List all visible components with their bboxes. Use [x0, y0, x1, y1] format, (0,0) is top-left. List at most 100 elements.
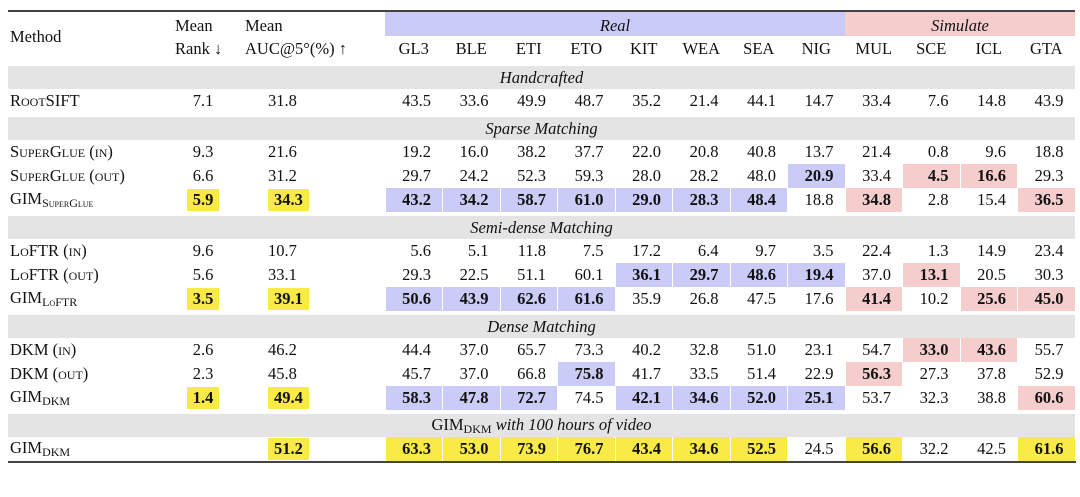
- score-kit: 17.2: [614, 239, 673, 263]
- score-eto-value: 74.5: [574, 388, 604, 407]
- group-title: Sparse Matching: [8, 113, 1075, 140]
- score-gta-value: 36.5: [1034, 190, 1064, 209]
- mean-auc-cell: 49.4: [245, 386, 385, 413]
- score-gl3-value: 43.2: [402, 190, 431, 209]
- score-gta: 45.0: [1017, 287, 1076, 314]
- score-mul: 56.3: [844, 362, 903, 386]
- score-gta: 43.9: [1017, 89, 1076, 116]
- score-ble: 24.2: [442, 164, 501, 188]
- score-sce: 1.3: [902, 239, 961, 263]
- score-wea-value: 28.2: [689, 166, 719, 185]
- score-mul-value: 33.4: [862, 91, 891, 110]
- mean-auc-cell: 51.2: [245, 437, 385, 463]
- mean-auc-cell-value: 49.4: [268, 387, 309, 409]
- score-kit-value: 40.2: [632, 340, 661, 359]
- score-gl3: 63.3: [384, 437, 443, 463]
- score-sea: 48.0: [729, 164, 788, 188]
- group-title: Semi-dense Matching: [8, 212, 1075, 239]
- score-sea: 47.5: [729, 287, 788, 314]
- score-sea: 48.6: [729, 263, 788, 287]
- score-gta-value: 43.9: [1034, 91, 1064, 110]
- score-gta-value: 23.4: [1034, 241, 1064, 260]
- score-ble-value: 16.0: [459, 142, 489, 161]
- score-gta: 30.3: [1017, 263, 1076, 287]
- score-gta-value: 29.3: [1034, 166, 1064, 185]
- group-title-prefix: GIM: [431, 414, 464, 434]
- score-kit: 28.0: [614, 164, 673, 188]
- score-eto-value: 37.7: [574, 142, 604, 161]
- score-icl: 14.8: [959, 89, 1018, 116]
- score-nig-value: 25.1: [804, 388, 834, 407]
- mean-rank-cell: 2.6: [175, 338, 245, 362]
- method-name: DKM (in): [10, 340, 77, 359]
- score-wea: 6.4: [672, 239, 731, 263]
- score-sea: 51.0: [729, 338, 788, 362]
- score-mul-value: 56.6: [862, 439, 891, 458]
- score-wea-value: 6.4: [697, 241, 719, 260]
- score-eto: 7.5: [557, 239, 616, 263]
- mean-auc-cell: 21.6: [245, 140, 385, 164]
- method-name: LoFTR (out): [10, 265, 99, 284]
- score-gl3: 45.7: [384, 362, 443, 386]
- mean-rank-cell-value: 1.4: [186, 387, 220, 409]
- score-sea: 52.0: [729, 386, 788, 413]
- score-sea-value: 48.0: [747, 166, 776, 185]
- score-ble-value: 43.9: [459, 289, 489, 308]
- score-eto-value: 59.3: [574, 166, 604, 185]
- score-sea-value: 52.0: [747, 388, 776, 407]
- header-mean-rank-2: Rank ↓: [175, 36, 245, 65]
- score-gl3: 29.7: [384, 164, 443, 188]
- method-cell: DKM (out): [8, 362, 175, 386]
- score-mul: 33.4: [844, 164, 903, 188]
- score-gl3: 43.5: [384, 89, 443, 116]
- score-eto: 61.6: [557, 287, 616, 314]
- header-dataset-ble: BLE: [442, 36, 500, 65]
- mean-rank-cell: 5.6: [175, 263, 245, 287]
- score-gta-value: 60.6: [1034, 388, 1064, 407]
- score-sce-value: 27.3: [919, 364, 949, 383]
- score-sea-value: 40.8: [747, 142, 776, 161]
- score-gta-value: 52.9: [1034, 364, 1064, 383]
- header-dataset-gta: GTA: [1017, 36, 1075, 65]
- score-icl: 15.4: [959, 188, 1018, 215]
- score-sce: 13.1: [902, 263, 961, 287]
- score-wea: 34.6: [672, 437, 731, 463]
- header-method: Method: [8, 11, 175, 65]
- mean-rank-cell: 1.4: [175, 386, 245, 413]
- score-gta: 52.9: [1017, 362, 1076, 386]
- score-mul: 33.4: [844, 89, 903, 116]
- score-ble: 37.0: [442, 338, 501, 362]
- score-kit-value: 29.0: [632, 190, 661, 209]
- score-gta: 23.4: [1017, 239, 1076, 263]
- score-sce: 27.3: [902, 362, 961, 386]
- score-wea-value: 21.4: [689, 91, 719, 110]
- score-wea: 26.8: [672, 287, 731, 314]
- score-mul: 56.6: [844, 437, 903, 463]
- score-sea-value: 48.6: [747, 265, 776, 284]
- score-ble-value: 24.2: [459, 166, 489, 185]
- header-mean-rank-1: Mean: [175, 16, 213, 35]
- score-eto-value: 61.0: [574, 190, 604, 209]
- score-eto-value: 48.7: [574, 91, 604, 110]
- header-mean-auc-2: AUC@5°(%) ↑: [245, 36, 385, 65]
- header-mean-auc-1: Mean: [245, 16, 283, 35]
- score-nig: 17.6: [787, 287, 846, 314]
- score-nig-value: 3.5: [812, 241, 834, 260]
- results-table: Method Mean Mean Real Simulate Rank ↓ AU…: [8, 10, 1076, 463]
- score-gl3-value: 29.7: [402, 166, 431, 185]
- score-eti-value: 73.9: [517, 439, 546, 458]
- mean-auc-cell-value: 46.2: [268, 340, 297, 359]
- score-sce-value: 32.2: [919, 439, 949, 458]
- score-wea-value: 34.6: [689, 439, 719, 458]
- table-row: RootSIFT 7.1 31.8 43.5 33.6 49.9 48.7 35.2 21.4 4…: [8, 89, 1076, 116]
- method-name: GIM: [10, 189, 43, 208]
- mean-auc-cell-value: 10.7: [268, 241, 297, 260]
- score-nig: 25.1: [787, 386, 846, 413]
- score-sea-value: 51.4: [747, 364, 776, 383]
- score-sce: 4.5: [902, 164, 961, 188]
- score-eti-value: 72.7: [517, 388, 546, 407]
- score-icl-value: 37.8: [977, 364, 1006, 383]
- mean-rank-cell: 9.3: [175, 140, 245, 164]
- table-row: GIMDKM 1.4 49.4 58.3 47.8 72.7 74.5 42.1 34.6 52.…: [8, 386, 1076, 413]
- table-row: LoFTR (in) 9.6 10.7 5.6 5.1 11.8 7.5 17.2 6.4 9.7…: [8, 239, 1076, 263]
